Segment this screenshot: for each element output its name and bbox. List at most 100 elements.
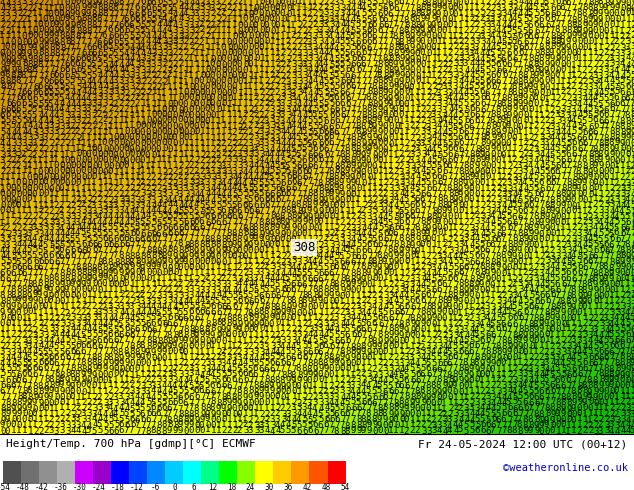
Text: 3: 3 xyxy=(603,60,608,69)
Text: 6: 6 xyxy=(146,229,152,239)
Text: 5: 5 xyxy=(91,59,96,69)
Text: 1: 1 xyxy=(565,218,571,226)
Text: 7: 7 xyxy=(93,25,98,35)
Text: 9: 9 xyxy=(377,105,382,114)
Text: 2: 2 xyxy=(517,145,522,153)
Text: 3: 3 xyxy=(280,122,285,131)
Text: 2: 2 xyxy=(533,134,538,143)
Text: 0: 0 xyxy=(448,16,453,24)
Text: 1: 1 xyxy=(631,151,634,160)
Text: 7: 7 xyxy=(529,207,534,216)
Text: 2: 2 xyxy=(92,393,97,402)
Text: 7: 7 xyxy=(630,99,634,108)
Text: 1: 1 xyxy=(582,54,587,63)
Text: 3: 3 xyxy=(236,150,242,159)
Text: 4: 4 xyxy=(183,195,189,204)
Text: 3: 3 xyxy=(103,206,108,215)
Text: 0: 0 xyxy=(578,195,583,204)
Text: 8: 8 xyxy=(333,178,339,187)
Text: 7: 7 xyxy=(399,3,404,12)
Text: 8: 8 xyxy=(425,387,431,396)
Text: 8: 8 xyxy=(544,37,549,46)
Text: 1: 1 xyxy=(236,336,242,345)
Text: 7: 7 xyxy=(59,59,65,68)
Text: 1: 1 xyxy=(528,110,533,120)
Text: 9: 9 xyxy=(349,173,355,182)
Text: 2: 2 xyxy=(485,200,491,209)
Text: 9: 9 xyxy=(441,4,446,13)
Text: 6: 6 xyxy=(285,285,291,294)
Text: 9: 9 xyxy=(615,262,621,271)
Text: 8: 8 xyxy=(210,240,216,248)
Text: 3: 3 xyxy=(409,156,414,166)
Text: 3: 3 xyxy=(372,206,378,215)
Text: 5: 5 xyxy=(107,229,113,238)
Text: 8: 8 xyxy=(398,32,403,41)
Text: 7: 7 xyxy=(188,403,193,412)
Text: 2: 2 xyxy=(6,21,11,30)
Text: 3: 3 xyxy=(453,331,458,340)
Text: 5: 5 xyxy=(479,240,484,249)
Text: 1: 1 xyxy=(43,415,49,424)
Text: 3: 3 xyxy=(302,76,307,86)
Text: 1: 1 xyxy=(151,365,157,373)
Text: 8: 8 xyxy=(167,245,172,254)
Text: 1: 1 xyxy=(270,60,275,69)
Text: 4: 4 xyxy=(173,206,179,216)
Text: 2: 2 xyxy=(437,83,443,92)
Text: 8: 8 xyxy=(242,224,247,233)
Text: 8: 8 xyxy=(507,100,512,109)
Text: 0: 0 xyxy=(178,264,183,272)
Text: 0: 0 xyxy=(173,262,179,271)
Text: 3: 3 xyxy=(453,246,458,256)
Text: 1: 1 xyxy=(195,348,200,357)
Text: 7: 7 xyxy=(340,140,345,148)
Text: 0: 0 xyxy=(489,365,495,374)
Text: 0: 0 xyxy=(216,55,221,64)
Text: 9: 9 xyxy=(92,274,97,283)
Text: 2: 2 xyxy=(205,20,210,29)
Text: 6: 6 xyxy=(285,353,290,362)
Text: 6: 6 xyxy=(474,425,480,435)
Text: 9: 9 xyxy=(609,3,614,12)
Text: 5: 5 xyxy=(614,87,620,96)
Text: 2: 2 xyxy=(49,213,55,222)
Text: 7: 7 xyxy=(178,319,183,328)
Text: 0: 0 xyxy=(26,173,32,182)
Text: 3: 3 xyxy=(204,286,210,295)
Text: 3: 3 xyxy=(167,49,173,58)
Text: 1: 1 xyxy=(296,10,301,19)
Text: 4: 4 xyxy=(264,273,269,282)
Text: 7: 7 xyxy=(108,342,113,350)
Text: 9: 9 xyxy=(538,318,544,328)
Text: 1: 1 xyxy=(410,94,415,103)
Text: 8: 8 xyxy=(307,189,313,198)
Text: 3: 3 xyxy=(350,381,355,390)
Text: 8: 8 xyxy=(275,303,280,312)
Text: 6: 6 xyxy=(463,122,469,131)
Text: 5: 5 xyxy=(236,365,242,374)
Text: 5: 5 xyxy=(318,111,323,120)
Text: 6: 6 xyxy=(313,427,319,436)
Text: 1: 1 xyxy=(38,3,43,12)
Text: 0: 0 xyxy=(15,308,21,317)
Text: 6: 6 xyxy=(58,245,64,254)
Text: 3: 3 xyxy=(54,218,59,227)
Text: 9: 9 xyxy=(577,292,583,301)
Text: 8: 8 xyxy=(344,275,350,284)
Text: 4: 4 xyxy=(156,302,162,311)
Text: 5: 5 xyxy=(335,49,340,58)
Text: 6: 6 xyxy=(37,88,43,97)
Text: 0: 0 xyxy=(26,302,32,311)
Text: 9: 9 xyxy=(232,319,237,329)
Text: 4: 4 xyxy=(184,375,189,385)
Text: 6: 6 xyxy=(442,167,448,176)
Text: 6: 6 xyxy=(378,21,384,30)
Text: 9: 9 xyxy=(157,347,162,356)
Text: 2: 2 xyxy=(576,426,581,436)
Text: 6: 6 xyxy=(479,87,484,97)
Text: 4: 4 xyxy=(81,87,87,96)
Text: 0: 0 xyxy=(242,404,248,413)
Text: 9: 9 xyxy=(258,387,264,395)
Text: 1: 1 xyxy=(447,26,452,35)
